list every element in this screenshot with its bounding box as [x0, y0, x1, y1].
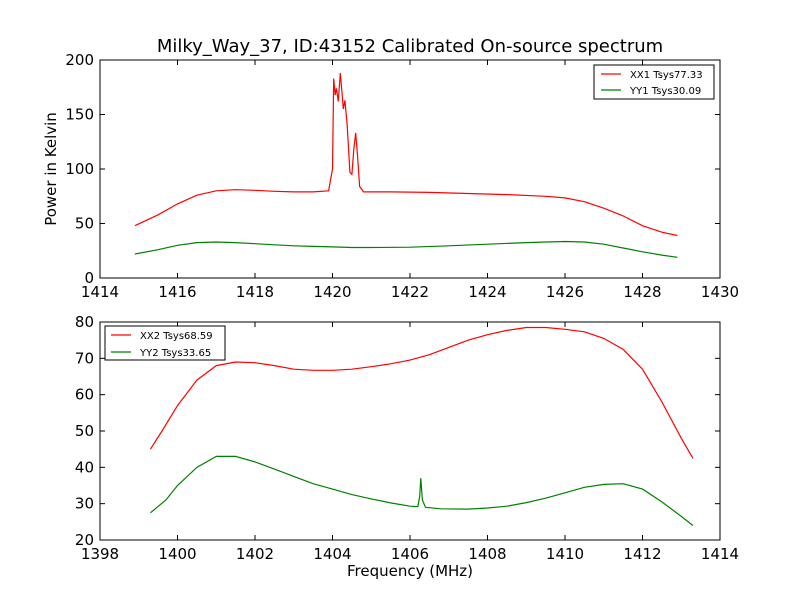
bottom-y-tick-label: 70	[75, 349, 94, 367]
bottom-plot-series	[149, 326, 694, 526]
bottom-y-tick-label: 50	[75, 422, 94, 440]
bottom-plot-x-axis-label: Frequency (MHz)	[347, 562, 473, 580]
top-x-tick-label: 1430	[701, 283, 739, 301]
top-legend-label-xx1: XX1 Tsys77.33	[630, 70, 703, 81]
top-y-tick-label: 150	[65, 106, 94, 124]
top-y-tick-label: 50	[75, 215, 94, 233]
bottom-x-tick-label: 1400	[158, 545, 196, 563]
top-x-tick-label: 1422	[391, 283, 429, 301]
bottom-x-tick-label: 1410	[546, 545, 584, 563]
top-x-tick-label: 1428	[623, 283, 661, 301]
top-x-tick-label: 1424	[468, 283, 506, 301]
top-x-tick-label: 1426	[546, 283, 584, 301]
bottom-legend-label-xx2: XX2 Tsys68.59	[140, 331, 213, 342]
top-x-tick-label: 1416	[158, 283, 196, 301]
top-plot-tick-labels: 1414 1416 1418 1420 1422 1424 1426 1428 1430 0 50 1…	[65, 51, 739, 301]
bottom-plot-ticks	[99, 321, 721, 541]
bottom-x-tick-label: 1412	[623, 545, 661, 563]
top-x-tick-label: 1420	[313, 283, 351, 301]
top-y-tick-label: 200	[65, 51, 94, 69]
bottom-x-tick-label: 1408	[468, 545, 506, 563]
bottom-x-tick-label: 1398	[81, 545, 119, 563]
chart-title: Milky_Way_37, ID:43152 Calibrated On-sou…	[157, 36, 663, 57]
top-legend-label-yy1: YY1 Tsys30.09	[629, 86, 701, 97]
top-series-line-2	[134, 240, 678, 258]
bottom-plot-legend: XX2 Tsys68.59 YY2 Tsys33.65	[104, 325, 226, 361]
bottom-x-tick-label: 1406	[391, 545, 429, 563]
bottom-series-line-2	[150, 455, 694, 526]
bottom-plot-tick-labels: 1398 1400 1402 1404 1406 1408 1410 1412 1414 20 30…	[75, 313, 739, 563]
bottom-x-tick-label: 1402	[236, 545, 274, 563]
top-plot-ticks	[99, 59, 721, 279]
top-legend-box	[593, 64, 715, 100]
bottom-series-line-1	[149, 326, 694, 459]
bottom-y-tick-label: 60	[75, 386, 94, 404]
top-plot-y-axis-label: Power in Kelvin	[42, 112, 60, 226]
top-series-line-1	[134, 73, 678, 237]
top-plot: 1414 1416 1418 1420 1422 1424 1426 1428 1430 0 50 1…	[42, 51, 739, 301]
top-x-tick-label: 1414	[81, 283, 119, 301]
bottom-y-tick-label: 40	[75, 458, 94, 476]
top-y-tick-label: 0	[84, 269, 94, 287]
bottom-x-tick-label: 1414	[701, 545, 739, 563]
top-plot-legend: XX1 Tsys77.33 YY1 Tsys30.09	[593, 64, 715, 100]
top-plot-series	[134, 73, 678, 258]
top-y-tick-label: 100	[65, 160, 94, 178]
bottom-x-tick-label: 1404	[313, 545, 351, 563]
bottom-y-tick-label: 20	[75, 531, 94, 549]
bottom-legend-box	[104, 325, 226, 361]
bottom-y-tick-label: 80	[75, 313, 94, 331]
bottom-legend-label-yy2: YY2 Tsys33.65	[139, 348, 211, 359]
top-x-tick-label: 1418	[236, 283, 274, 301]
bottom-plot: 1398 1400 1402 1404 1406 1408 1410 1412 1414 20 30…	[75, 313, 739, 580]
bottom-y-tick-label: 30	[75, 495, 94, 513]
